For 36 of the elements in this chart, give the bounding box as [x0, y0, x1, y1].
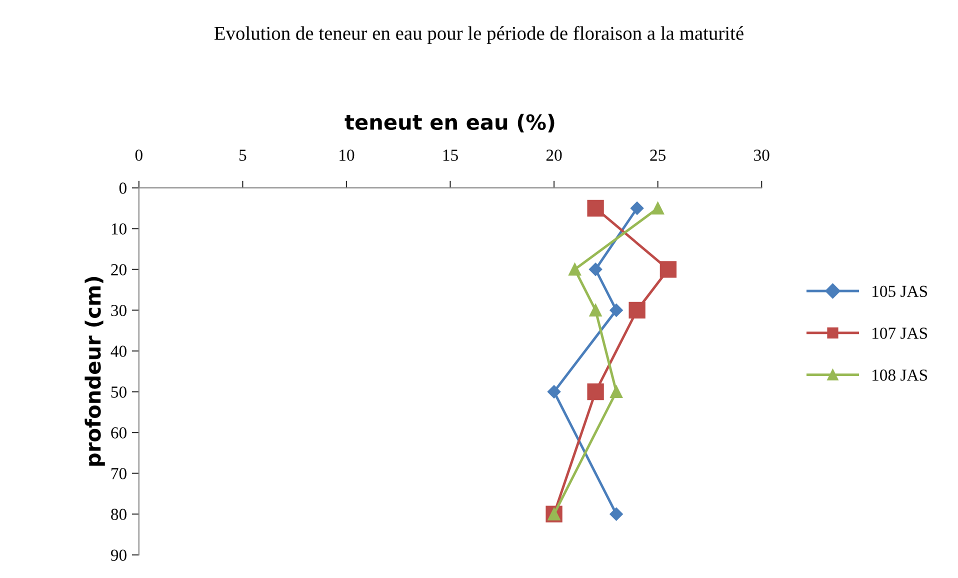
legend-label: 108 JAS: [872, 370, 928, 381]
point: [547, 385, 561, 398]
y-tick-label: 30: [111, 304, 126, 316]
chart-title: Evolution de teneur en eau pour le période de floraison a la maturité: [214, 26, 744, 44]
point: [568, 263, 582, 276]
legend-label: 107 JAS: [872, 328, 928, 339]
y-tick-label: 70: [112, 468, 126, 480]
y-tick-label: 0: [119, 182, 126, 194]
x-tick-label: 10: [340, 150, 354, 161]
x-tick-label: 15: [443, 150, 458, 161]
x-tick-label: 30: [754, 150, 770, 161]
point: [587, 383, 604, 400]
point: [660, 261, 677, 278]
point: [630, 202, 644, 215]
point: [610, 386, 623, 398]
x-tick-label: 5: [239, 150, 246, 161]
y-tick-label: 50: [111, 386, 126, 398]
point: [610, 508, 623, 521]
legend-label: 105 JAS: [872, 286, 928, 297]
x-tick-label: 20: [546, 150, 562, 161]
point: [652, 202, 664, 214]
x-tick-label: 25: [650, 150, 666, 161]
y-tick-label: 60: [111, 427, 126, 438]
y-tick-label: 90: [110, 550, 126, 561]
point: [628, 302, 646, 319]
y-axis-title: profondeur (cm): [84, 277, 105, 466]
point: [587, 200, 604, 217]
point: [610, 304, 623, 317]
point: [588, 262, 602, 276]
x-axis-title: teneut en eau (%): [344, 114, 554, 132]
x-tick-label: 0: [135, 150, 142, 161]
y-tick-label: 80: [111, 508, 126, 520]
y-tick-label: 10: [112, 223, 126, 235]
point: [589, 304, 602, 316]
y-tick-label: 20: [111, 264, 126, 276]
y-tick-label: 40: [110, 346, 126, 357]
